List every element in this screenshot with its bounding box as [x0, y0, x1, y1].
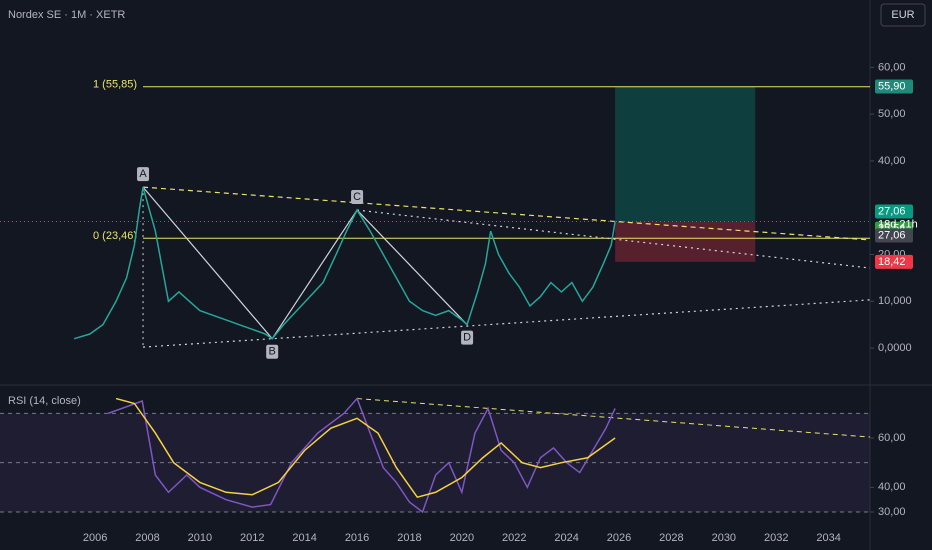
last-price-label: 27,06 [878, 229, 906, 241]
x-tick-label: 2026 [607, 532, 631, 544]
fib-label: 0 (23,46) [93, 230, 137, 242]
x-tick-label: 2014 [292, 532, 316, 544]
y-tick-label: 10,000 [878, 295, 912, 307]
trendline [142, 299, 871, 348]
rsi-tick-label: 60,00 [878, 432, 906, 444]
x-tick-label: 2016 [345, 532, 369, 544]
price-tag [875, 79, 913, 94]
x-tick-label: 2024 [554, 532, 578, 544]
pattern-label-box [137, 167, 150, 182]
pattern-label-box [351, 190, 364, 205]
price-tag-label: 27,06 [878, 205, 906, 217]
x-tick-label: 2020 [450, 532, 474, 544]
rsi-title: RSI (14, close) [8, 395, 81, 407]
currency[interactable]: EUR [891, 9, 914, 21]
trendline [356, 209, 871, 269]
rsi-tick-label: 30,00 [878, 506, 906, 518]
x-tick-label: 2030 [712, 532, 736, 544]
y-tick-label: 40,00 [878, 155, 906, 167]
countdown: 18d 21h [878, 218, 918, 230]
pattern-label: C [353, 191, 361, 203]
price-tag-label: 18,42 [878, 256, 906, 268]
rsi-tick-label: 40,00 [878, 481, 906, 493]
y-tick-label: 20,00 [878, 248, 906, 260]
x-tick-label: 2010 [188, 532, 212, 544]
rsi-line [107, 397, 616, 514]
x-tick-label: 2032 [764, 532, 788, 544]
pattern-label: B [269, 346, 276, 358]
price-tag [875, 254, 913, 269]
x-tick-label: 2006 [83, 532, 107, 544]
price-line [73, 186, 616, 340]
trendline [142, 186, 871, 241]
rsi-ma-line [115, 397, 616, 499]
x-tick-label: 2008 [135, 532, 159, 544]
last-price-tag [875, 228, 913, 243]
stop-zone [615, 221, 756, 262]
price-tag [875, 204, 913, 219]
x-tick-label: 2028 [659, 532, 683, 544]
y-tick-label: 50,00 [878, 108, 906, 120]
x-tick-label: 2018 [397, 532, 421, 544]
target-zone [615, 86, 756, 222]
y-tick-label: 0,0000 [878, 342, 912, 354]
rsi-trendline [357, 398, 871, 438]
pattern-label: A [139, 168, 147, 180]
x-tick-label: 2022 [502, 532, 526, 544]
price-tag-label: 55,90 [878, 80, 906, 92]
chart-title: Nordex SE · 1M · XETR [8, 9, 125, 21]
x-tick-label: 2012 [240, 532, 264, 544]
pattern-label-box [461, 330, 474, 345]
y-tick-label: 60,00 [878, 61, 906, 73]
pattern-label-box [266, 344, 279, 359]
abcd-pattern [142, 186, 468, 340]
x-tick-label: 2034 [816, 532, 840, 544]
fib-label: 1 (55,85) [93, 79, 137, 91]
currency-button[interactable] [880, 3, 926, 27]
pattern-label: D [463, 332, 471, 344]
